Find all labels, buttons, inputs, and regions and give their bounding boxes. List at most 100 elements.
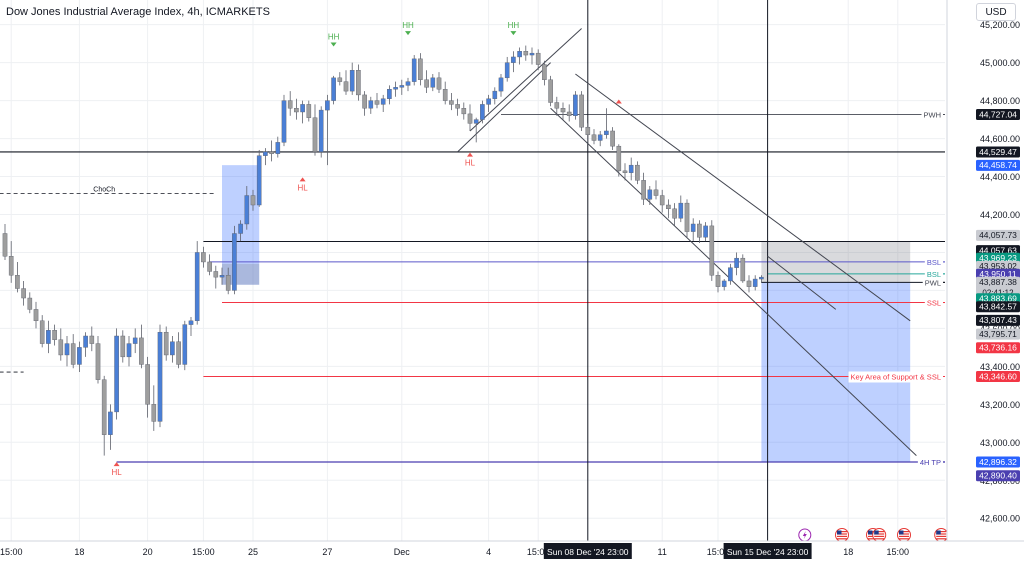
candle-body (529, 52, 535, 56)
candle-body (709, 225, 715, 276)
candle-body (424, 79, 429, 88)
currency-button[interactable]: USD (976, 3, 1016, 21)
candle (8, 241, 14, 283)
candle-body (548, 79, 553, 103)
candle-body (39, 320, 45, 344)
candle-body (436, 77, 442, 90)
flag-stripe (837, 535, 847, 537)
x-tick-label: 15:00 (707, 547, 730, 557)
flag-stripe (837, 531, 847, 533)
x-tick-label: 11 (658, 547, 667, 557)
candle (467, 104, 473, 131)
y-tick-label: 44,400.00 (980, 172, 1020, 182)
candle (225, 267, 231, 295)
candle (486, 94, 491, 112)
candle (752, 275, 758, 291)
price-label: 43,950.11 (979, 269, 1016, 279)
level-label: BSL (927, 258, 941, 267)
price-label: 43,842.57 (979, 302, 1017, 312)
candle (15, 261, 20, 293)
candle-body (213, 271, 219, 278)
candle-body (461, 107, 467, 115)
candle (325, 94, 330, 166)
price-label-bg (976, 229, 1020, 241)
candle-body (256, 155, 262, 206)
candle-body (2, 233, 8, 257)
price-label: 43,969.23 (979, 253, 1017, 263)
candle-body (752, 278, 758, 287)
candle (529, 47, 535, 65)
candle-body (498, 77, 504, 92)
candle (83, 332, 88, 357)
candle (709, 220, 715, 281)
candle (256, 149, 262, 207)
candle-body (139, 337, 144, 365)
candle-body (393, 87, 398, 90)
price-label-bg (976, 159, 1020, 171)
candle (560, 102, 566, 120)
date-label: Sun 15 Dec '24 23:00 (727, 547, 809, 557)
flag-circle (897, 528, 911, 542)
candle-body (690, 223, 696, 232)
flag-stripe (899, 538, 909, 540)
candle-body (58, 339, 64, 356)
candle-body (746, 280, 752, 287)
candle-body (176, 341, 181, 365)
candle (411, 55, 417, 86)
candle (504, 56, 510, 82)
candle-body (591, 134, 597, 141)
trend-line (767, 255, 837, 310)
candle-body (566, 111, 572, 116)
candle-body (21, 288, 26, 299)
candle-body (27, 297, 33, 310)
candle (114, 328, 119, 420)
x-tick-label: 27 (322, 547, 332, 557)
time-axis: 15:00 18 20 15:00 25 27 Dec 4 15:00 11 15:00 18 15:0… (0, 540, 1024, 563)
date-label-bg (543, 543, 632, 559)
flash-event-icon (798, 528, 812, 542)
level-label: BSL (927, 270, 941, 279)
candle (542, 60, 547, 86)
candle-body (318, 109, 324, 153)
candle-body (418, 58, 423, 80)
flag-stripe (936, 531, 947, 533)
candle-body (628, 164, 634, 173)
level-label-bg (922, 277, 943, 289)
arrow-up-marker (467, 152, 473, 157)
candle-body (473, 119, 479, 124)
y-tick-label: 43,000.00 (980, 438, 1020, 448)
y-tick-label: 45,200.00 (980, 20, 1020, 30)
candle (201, 246, 206, 268)
candle (554, 96, 560, 116)
trend-line (550, 107, 917, 456)
candle (511, 51, 516, 73)
candle-body (554, 102, 560, 109)
candle (473, 117, 479, 143)
candle-body (232, 233, 237, 291)
candle (759, 275, 764, 283)
price-label: 44,057.63 (979, 245, 1017, 255)
candle (89, 326, 95, 352)
candle (244, 186, 250, 230)
candle-body (157, 331, 163, 422)
candle (684, 199, 690, 238)
candle (740, 254, 746, 283)
candle-body (467, 113, 473, 124)
candle (58, 328, 64, 361)
candle (207, 254, 212, 276)
price-label-bg (976, 470, 1020, 482)
candle-body (8, 256, 14, 276)
candle (139, 324, 144, 369)
candle-body (269, 151, 274, 154)
candle-body (672, 208, 677, 219)
candle-body (684, 202, 690, 232)
level-label-bg (924, 297, 943, 309)
flag-circle (872, 528, 887, 542)
candle-body (666, 204, 671, 210)
candle (579, 91, 584, 131)
candle (46, 320, 51, 354)
candle-body (703, 225, 708, 238)
candle-body (597, 134, 603, 141)
price-label: 43,346.60 (979, 371, 1017, 381)
